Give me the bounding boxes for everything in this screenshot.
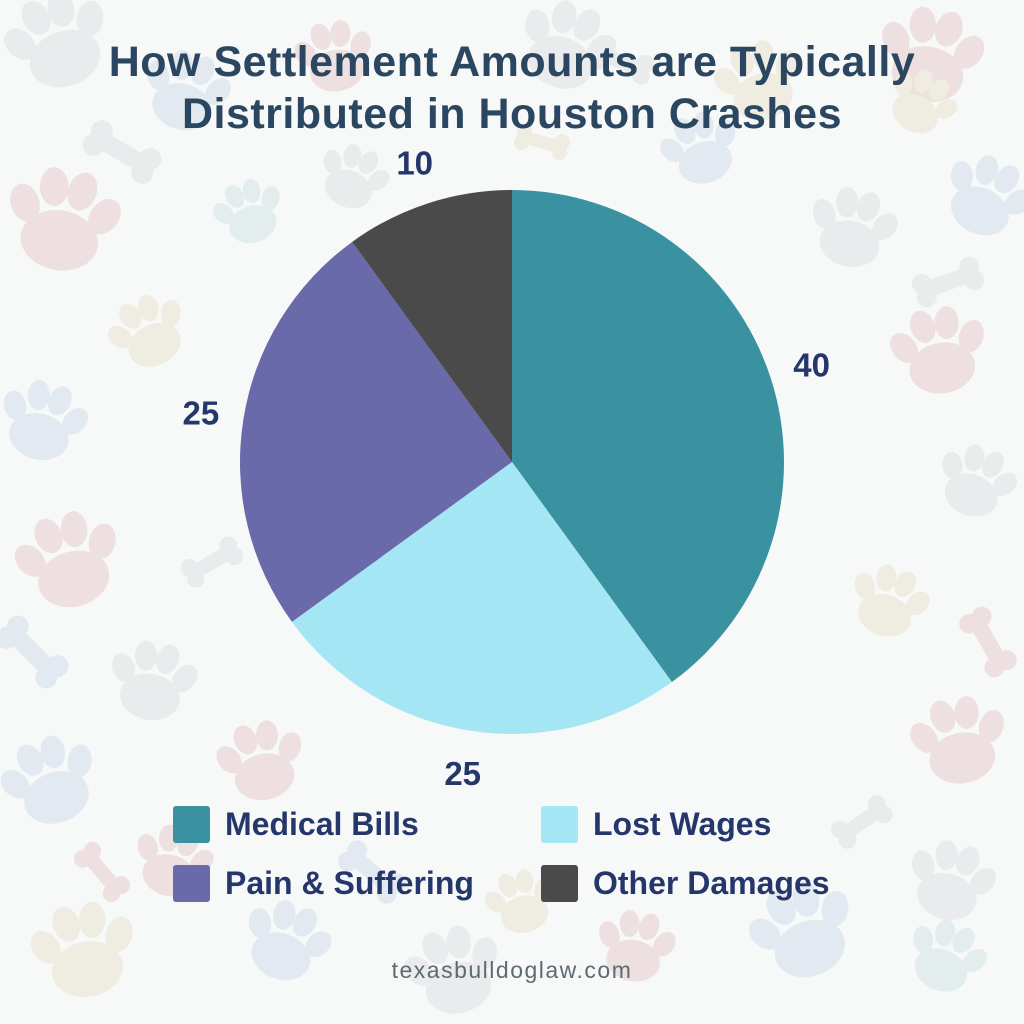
paw-print-icon bbox=[910, 696, 1004, 784]
paw-print-icon bbox=[525, 0, 617, 89]
legend-swatch-lost-wages bbox=[541, 806, 578, 843]
paw-print-icon bbox=[485, 869, 553, 934]
paw-print-icon bbox=[890, 306, 984, 394]
paw-print-icon bbox=[216, 720, 302, 801]
slice-value-label-medical-bills: 40 bbox=[793, 347, 830, 384]
bone-icon bbox=[831, 795, 893, 849]
legend-label-pain-suffering: Pain & Suffering bbox=[225, 865, 474, 901]
bone-icon bbox=[82, 120, 162, 184]
paw-print-icon bbox=[4, 0, 104, 88]
legend-swatch-other-damages bbox=[541, 865, 578, 902]
chart-title-line1: How Settlement Amounts are Typically bbox=[108, 38, 916, 86]
pie-slice-medical-bills bbox=[512, 190, 784, 683]
paw-print-icon bbox=[294, 19, 371, 92]
slice-value-label-other-damages: 10 bbox=[396, 144, 433, 181]
bone-icon bbox=[959, 606, 1017, 678]
paw-print-icon bbox=[112, 640, 198, 721]
paw-print-icon bbox=[14, 511, 116, 608]
bone-icon bbox=[911, 256, 985, 308]
slice-value-label-lost-wages: 25 bbox=[444, 755, 481, 792]
paw-print-icon bbox=[660, 111, 736, 184]
paw-print-icon bbox=[911, 840, 997, 921]
paw-print-icon bbox=[854, 564, 930, 637]
legend-item-other-damages: Other Damages bbox=[541, 865, 851, 902]
website-footer: texasbulldoglaw.com bbox=[391, 957, 633, 983]
bone-icon bbox=[513, 123, 571, 161]
chart-title-line2: Distributed in Houston Crashes bbox=[181, 90, 843, 139]
chart-legend: Medical Bills Lost Wages Pain & Suffering O… bbox=[173, 806, 851, 902]
paw-print-icon bbox=[323, 144, 390, 209]
paw-print-icon bbox=[599, 909, 676, 982]
legend-item-medical-bills: Medical Bills bbox=[173, 806, 503, 843]
paw-print-icon bbox=[749, 881, 849, 978]
bone-icon bbox=[0, 615, 69, 689]
paw-print-icon bbox=[812, 187, 898, 268]
paw-print-icon bbox=[892, 69, 958, 134]
paw-print-icon bbox=[3, 380, 89, 461]
paw-print-icon bbox=[30, 901, 133, 998]
paw-print-icon bbox=[146, 50, 232, 131]
paw-print-icon bbox=[942, 444, 1017, 517]
pie-slice-pain-suffering bbox=[240, 241, 512, 622]
paw-print-icon bbox=[950, 155, 1024, 236]
legend-label-medical-bills: Medical Bills bbox=[225, 806, 419, 842]
pie-slice-lost-wages bbox=[291, 462, 672, 734]
paw-print-icon bbox=[0, 735, 92, 824]
bone-icon bbox=[589, 39, 655, 85]
legend-label-lost-wages: Lost Wages bbox=[593, 806, 772, 842]
paw-print-icon bbox=[913, 919, 988, 992]
bone-icon bbox=[338, 840, 406, 904]
paw-print-icon bbox=[248, 900, 332, 981]
paw-print-icon bbox=[713, 40, 799, 121]
slice-value-label-pain-suffering: 25 bbox=[183, 395, 220, 432]
paw-print-icon bbox=[212, 179, 280, 244]
paw-print-icon bbox=[404, 925, 497, 1014]
bone-icon bbox=[73, 841, 131, 903]
legend-item-lost-wages: Lost Wages bbox=[541, 806, 851, 843]
paw-print-icon bbox=[107, 294, 181, 367]
legend-item-pain-suffering: Pain & Suffering bbox=[173, 865, 503, 902]
legend-swatch-pain-suffering bbox=[173, 865, 210, 902]
bone-icon bbox=[180, 536, 244, 588]
chart-title: How Settlement Amounts are Typically Dis… bbox=[0, 36, 1024, 141]
legend-swatch-medical-bills bbox=[173, 806, 210, 843]
pie-slice-other-damages bbox=[352, 190, 512, 462]
legend-label-other-damages: Other Damages bbox=[593, 865, 830, 901]
paw-print-icon bbox=[10, 167, 121, 271]
paw-print-icon bbox=[882, 6, 985, 103]
